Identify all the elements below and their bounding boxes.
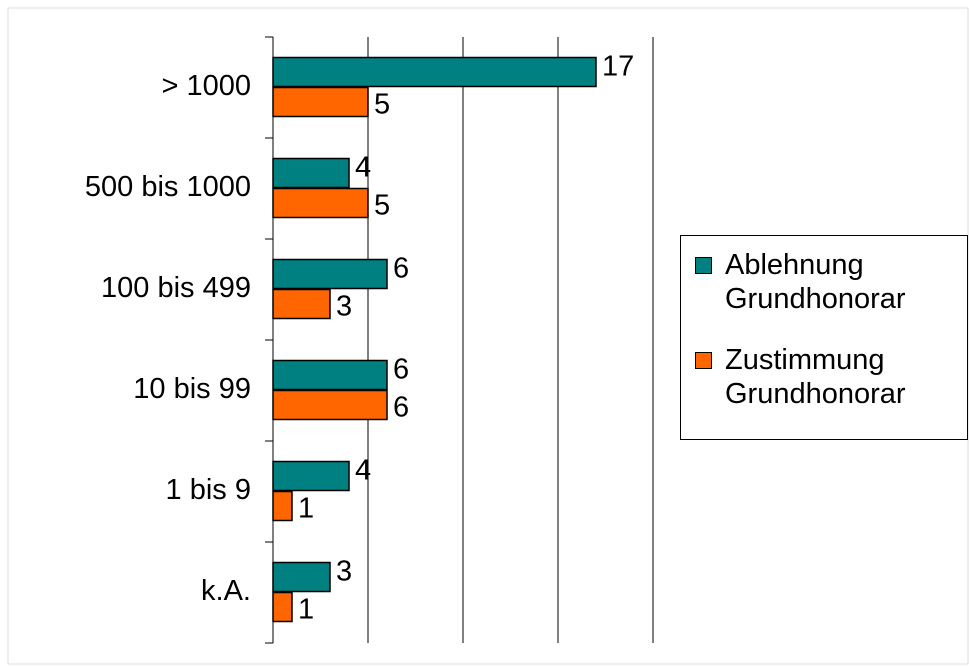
bar (272, 359, 388, 391)
data-label: 4 (355, 455, 371, 487)
data-label: 4 (355, 152, 371, 184)
y-tick-label: > 1000 (161, 70, 251, 102)
bar (272, 490, 293, 522)
data-label: 1 (298, 493, 314, 525)
bar (272, 258, 388, 290)
chart-frame (7, 7, 969, 665)
y-tick-label: 10 bis 99 (133, 373, 251, 405)
data-label: 6 (393, 392, 409, 424)
data-label: 5 (374, 89, 390, 121)
y-tick-label: 1 bis 9 (166, 474, 251, 506)
data-label: 3 (336, 291, 352, 323)
legend: Ablehnung Grundhonorar Zustimmung Grundho… (680, 235, 968, 440)
data-label: 6 (393, 253, 409, 285)
bar (272, 56, 597, 88)
legend-swatch (695, 257, 712, 274)
data-label: 3 (336, 556, 352, 588)
y-tick-label: 100 bis 499 (101, 272, 251, 304)
bar (272, 389, 388, 421)
bar (272, 460, 350, 492)
bar (272, 86, 369, 118)
y-tick-label: k.A. (201, 575, 251, 607)
bar (272, 157, 350, 189)
legend-label: Ablehnung Grundhonorar (725, 249, 906, 315)
data-label: 6 (393, 354, 409, 386)
data-label: 5 (374, 190, 390, 222)
legend-swatch (695, 352, 712, 369)
bar (272, 187, 369, 219)
bar (272, 288, 331, 320)
data-label: 1 (298, 594, 314, 626)
data-label: 17 (602, 51, 634, 83)
bar (272, 591, 293, 623)
bar (272, 561, 331, 593)
y-tick-label: 500 bis 1000 (85, 171, 251, 203)
legend-label: Zustimmung Grundhonorar (725, 344, 906, 410)
